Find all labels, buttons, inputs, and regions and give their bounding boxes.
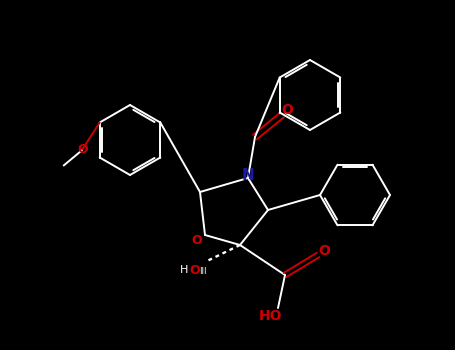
Text: O: O (190, 264, 200, 276)
Text: O: O (281, 103, 293, 117)
Text: H: H (180, 265, 188, 275)
Text: HO: HO (258, 309, 282, 323)
Text: O: O (318, 244, 330, 258)
Text: III: III (199, 266, 207, 275)
Text: N: N (242, 168, 254, 183)
Text: O: O (77, 143, 88, 156)
Text: O: O (192, 233, 202, 246)
